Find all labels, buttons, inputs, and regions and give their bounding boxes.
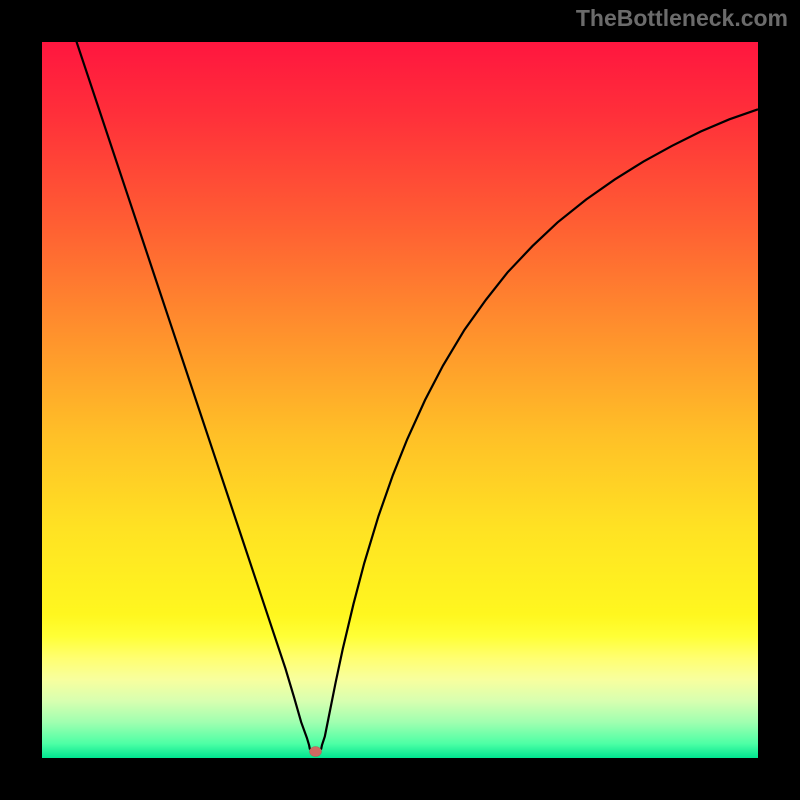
watermark-text: TheBottleneck.com [576, 5, 788, 31]
gradient-background [42, 42, 758, 758]
bottleneck-chart: TheBottleneck.com [0, 0, 800, 800]
optimum-marker [310, 747, 322, 757]
